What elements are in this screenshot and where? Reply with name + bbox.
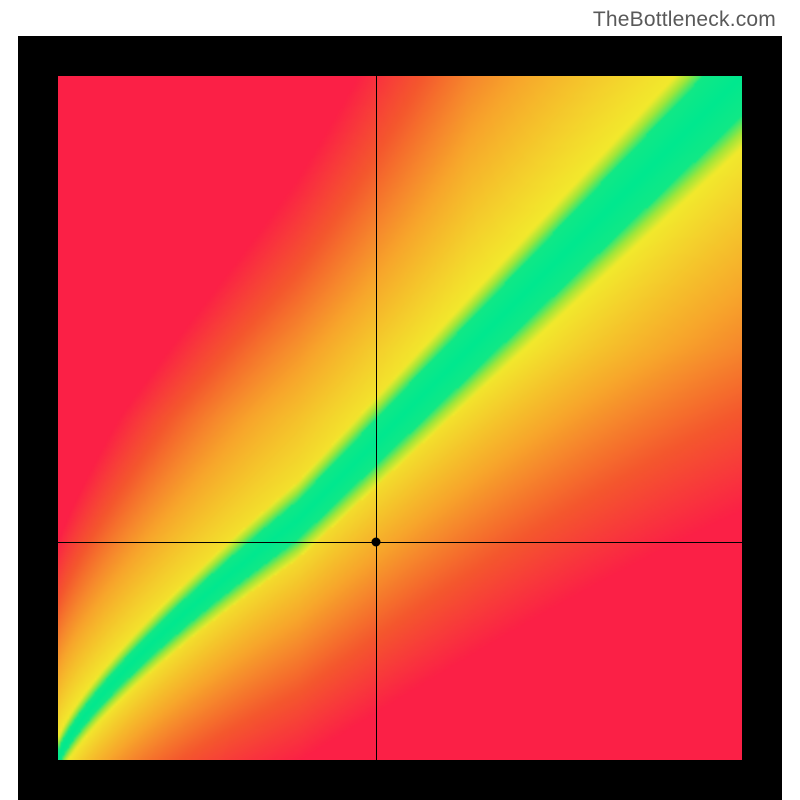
marker-dot — [372, 538, 381, 547]
watermark-text: TheBottleneck.com — [593, 8, 776, 32]
crosshair-horizontal — [58, 542, 742, 543]
crosshair-vertical — [376, 76, 377, 760]
heatmap-plot-area — [58, 76, 742, 760]
heatmap-canvas — [58, 76, 742, 760]
chart-stage: TheBottleneck.com — [0, 0, 800, 800]
